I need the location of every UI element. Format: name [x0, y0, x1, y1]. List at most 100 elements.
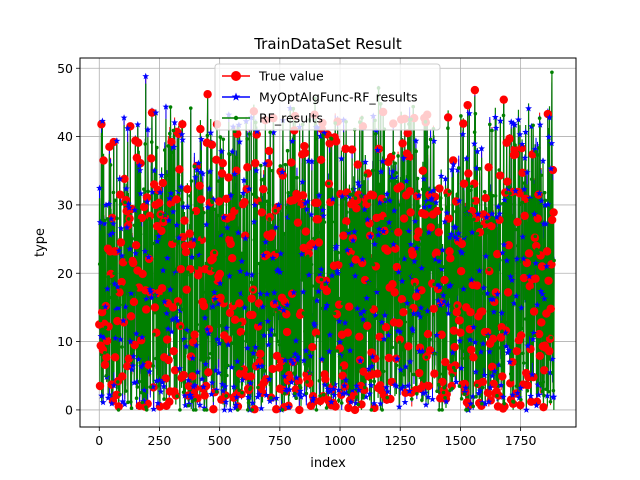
point-myoptalg — [375, 225, 383, 232]
point-rf-results — [116, 380, 120, 384]
point-myoptalg — [184, 203, 192, 210]
point-myoptalg — [372, 127, 380, 135]
point-myoptalg — [447, 230, 455, 237]
point-true-value — [357, 400, 366, 409]
point-rf-results — [336, 250, 340, 255]
point-rf-results — [406, 159, 410, 164]
point-myoptalg — [108, 399, 116, 407]
point-myoptalg — [182, 342, 190, 350]
point-myoptalg — [236, 138, 244, 145]
point-myoptalg — [244, 393, 252, 401]
point-myoptalg — [328, 272, 336, 279]
point-rf-results — [305, 380, 309, 384]
point-myoptalg — [368, 362, 376, 370]
point-rf-results — [293, 316, 298, 321]
point-myoptalg — [281, 356, 289, 364]
point-true-value — [170, 366, 180, 375]
point-rf-results — [169, 237, 174, 242]
point-true-value — [207, 140, 217, 149]
point-rf-results — [367, 199, 371, 203]
point-myoptalg — [165, 217, 173, 224]
point-myoptalg — [341, 319, 349, 326]
point-true-value — [546, 304, 555, 313]
point-myoptalg — [154, 399, 162, 407]
point-rf-results — [469, 184, 474, 189]
point-myoptalg — [166, 286, 174, 293]
point-rf-results — [195, 322, 200, 327]
point-true-value — [373, 369, 382, 378]
point-myoptalg — [338, 155, 345, 162]
point-true-value — [505, 134, 514, 143]
point-rf-results — [110, 301, 115, 306]
point-myoptalg — [112, 306, 120, 313]
point-true-value — [533, 214, 542, 223]
point-rf-results — [442, 386, 447, 390]
point-myoptalg — [135, 161, 143, 169]
point-rf-results — [421, 328, 426, 333]
point-myoptalg — [325, 388, 332, 395]
point-myoptalg — [525, 272, 533, 280]
point-myoptalg — [197, 135, 205, 143]
point-myoptalg — [153, 377, 160, 384]
point-myoptalg — [418, 264, 426, 271]
point-rf-results — [219, 323, 223, 328]
point-myoptalg — [450, 160, 457, 168]
point-rf-results — [512, 202, 517, 207]
point-true-value — [325, 139, 334, 148]
point-myoptalg — [231, 170, 238, 178]
point-myoptalg — [481, 371, 488, 379]
point-myoptalg — [100, 333, 108, 341]
point-rf-results — [503, 234, 508, 238]
point-myoptalg — [133, 378, 141, 385]
point-true-value — [459, 179, 469, 188]
point-myoptalg — [489, 372, 496, 379]
point-true-value — [542, 247, 552, 256]
point-myoptalg — [261, 160, 269, 167]
point-rf-results — [170, 206, 175, 210]
point-myoptalg — [294, 353, 302, 360]
point-rf-results — [449, 264, 453, 268]
point-myoptalg — [222, 398, 230, 405]
point-rf-results — [232, 203, 236, 207]
point-true-value — [355, 332, 364, 341]
point-rf-results — [467, 342, 471, 347]
point-rf-results — [364, 286, 369, 290]
point-rf-results — [296, 205, 301, 210]
point-true-value — [408, 250, 417, 259]
point-myoptalg — [362, 393, 370, 400]
point-true-value — [532, 241, 541, 251]
point-myoptalg — [535, 189, 543, 197]
point-rf-results — [338, 366, 343, 370]
point-myoptalg — [252, 343, 259, 351]
point-rf-results — [322, 220, 327, 224]
point-rf-results — [388, 227, 392, 232]
point-rf-results — [501, 201, 505, 206]
point-rf-results — [128, 334, 132, 338]
point-true-value — [157, 284, 167, 293]
point-rf-results — [471, 404, 475, 409]
point-myoptalg — [531, 145, 539, 153]
point-true-value — [267, 229, 277, 238]
point-rf-results — [537, 116, 542, 120]
point-myoptalg — [426, 187, 434, 195]
point-true-value — [161, 374, 170, 383]
point-true-value — [429, 304, 438, 313]
point-rf-results — [294, 396, 299, 401]
point-true-value — [180, 216, 189, 225]
point-true-value — [183, 185, 192, 194]
point-myoptalg — [489, 295, 497, 303]
point-myoptalg — [473, 164, 480, 172]
point-myoptalg — [291, 350, 299, 357]
point-true-value — [110, 353, 120, 362]
point-myoptalg — [189, 354, 197, 362]
x-tick-label: 250 — [148, 433, 172, 448]
point-myoptalg — [545, 133, 553, 140]
point-true-value — [175, 165, 184, 174]
point-rf-results — [277, 343, 282, 347]
point-myoptalg — [437, 301, 444, 308]
point-rf-results — [166, 144, 171, 148]
point-true-value — [190, 330, 199, 339]
point-myoptalg — [129, 362, 137, 369]
point-myoptalg — [162, 103, 170, 110]
point-rf-results — [495, 264, 500, 269]
